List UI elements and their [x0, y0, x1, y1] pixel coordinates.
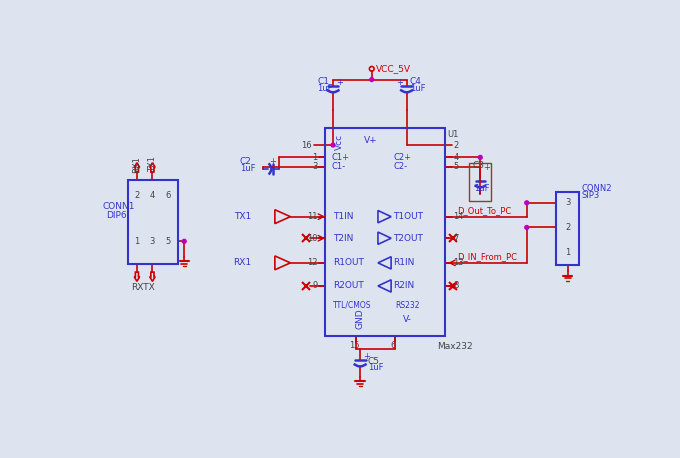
Text: +: + [483, 163, 490, 172]
Text: 12: 12 [307, 258, 318, 267]
Circle shape [370, 78, 374, 82]
Circle shape [182, 240, 186, 243]
Text: C3: C3 [473, 161, 484, 169]
Text: 2: 2 [453, 141, 458, 150]
Text: 10: 10 [307, 234, 318, 243]
Text: +: + [269, 158, 276, 167]
Text: CONN2: CONN2 [582, 184, 612, 193]
Text: RX1: RX1 [133, 156, 141, 173]
Text: 3: 3 [150, 237, 155, 246]
Text: +: + [396, 78, 403, 87]
Text: 1uF: 1uF [240, 164, 256, 174]
Text: T1OUT: T1OUT [394, 212, 424, 221]
Text: Vcc: Vcc [335, 134, 343, 150]
Text: C4: C4 [410, 77, 422, 87]
Text: 6: 6 [390, 341, 395, 350]
Bar [469, 163, 491, 201]
Bar [325, 128, 445, 336]
Text: U1: U1 [447, 130, 458, 139]
Text: RX1: RX1 [233, 258, 252, 267]
Text: 3: 3 [565, 198, 571, 207]
Text: GND: GND [356, 309, 364, 329]
Text: RXTX: RXTX [131, 283, 155, 292]
Text: C2: C2 [240, 157, 252, 166]
Text: C2-: C2- [394, 162, 407, 171]
Text: T2IN: T2IN [333, 234, 354, 243]
Text: C1+: C1+ [331, 153, 350, 162]
Circle shape [331, 143, 335, 147]
Text: SIP3: SIP3 [582, 191, 600, 200]
Text: C2+: C2+ [394, 153, 411, 162]
Bar [128, 180, 178, 264]
Text: R2IN: R2IN [394, 282, 415, 290]
Text: TTL/CMOS: TTL/CMOS [333, 301, 371, 310]
Text: VCC_5V: VCC_5V [377, 64, 411, 73]
Text: T2OUT: T2OUT [394, 234, 424, 243]
Text: R1OUT: R1OUT [333, 258, 364, 267]
Text: 5: 5 [165, 237, 171, 246]
Text: 14: 14 [453, 212, 464, 221]
Text: R2OUT: R2OUT [333, 282, 364, 290]
Text: 11: 11 [307, 212, 318, 221]
Text: 4: 4 [453, 153, 458, 162]
Text: +: + [363, 352, 370, 361]
Text: 1: 1 [565, 248, 571, 256]
Text: 3: 3 [312, 162, 318, 171]
Text: 1uF: 1uF [318, 83, 333, 93]
Text: R1IN: R1IN [394, 258, 415, 267]
Text: 1: 1 [312, 153, 318, 162]
Text: DIP6: DIP6 [106, 212, 126, 220]
Text: 1uF: 1uF [474, 185, 490, 193]
Text: TX1: TX1 [235, 212, 252, 221]
Text: V-: V- [403, 315, 411, 323]
Text: 15: 15 [349, 341, 359, 350]
Text: 7: 7 [453, 234, 458, 243]
Text: 2: 2 [565, 223, 571, 232]
Text: C5: C5 [368, 357, 380, 366]
Text: 1uF: 1uF [368, 363, 384, 372]
Text: T1IN: T1IN [333, 212, 354, 221]
Text: V+: V+ [364, 136, 377, 145]
Text: D_IN_From_PC: D_IN_From_PC [457, 252, 517, 261]
Circle shape [478, 155, 482, 159]
Text: 1: 1 [135, 237, 139, 246]
Text: Max232: Max232 [438, 342, 473, 351]
Text: 9: 9 [312, 282, 318, 290]
Text: +: + [336, 78, 343, 87]
Text: RS232: RS232 [395, 301, 420, 310]
Text: TX1: TX1 [148, 156, 157, 172]
Circle shape [525, 225, 528, 229]
Text: 16: 16 [301, 141, 311, 150]
Text: D_Out_To_PC: D_Out_To_PC [457, 206, 511, 215]
Text: CONN1: CONN1 [103, 202, 135, 211]
Text: C1-: C1- [331, 162, 345, 171]
Text: 13: 13 [453, 258, 464, 267]
Text: 5: 5 [453, 162, 458, 171]
Text: C1: C1 [318, 77, 330, 87]
Circle shape [525, 201, 528, 205]
Text: 6: 6 [165, 191, 171, 200]
Text: 2: 2 [135, 191, 139, 200]
Bar [556, 192, 579, 265]
Text: 8: 8 [453, 282, 458, 290]
Text: 1uF: 1uF [410, 83, 425, 93]
Text: 4: 4 [150, 191, 155, 200]
